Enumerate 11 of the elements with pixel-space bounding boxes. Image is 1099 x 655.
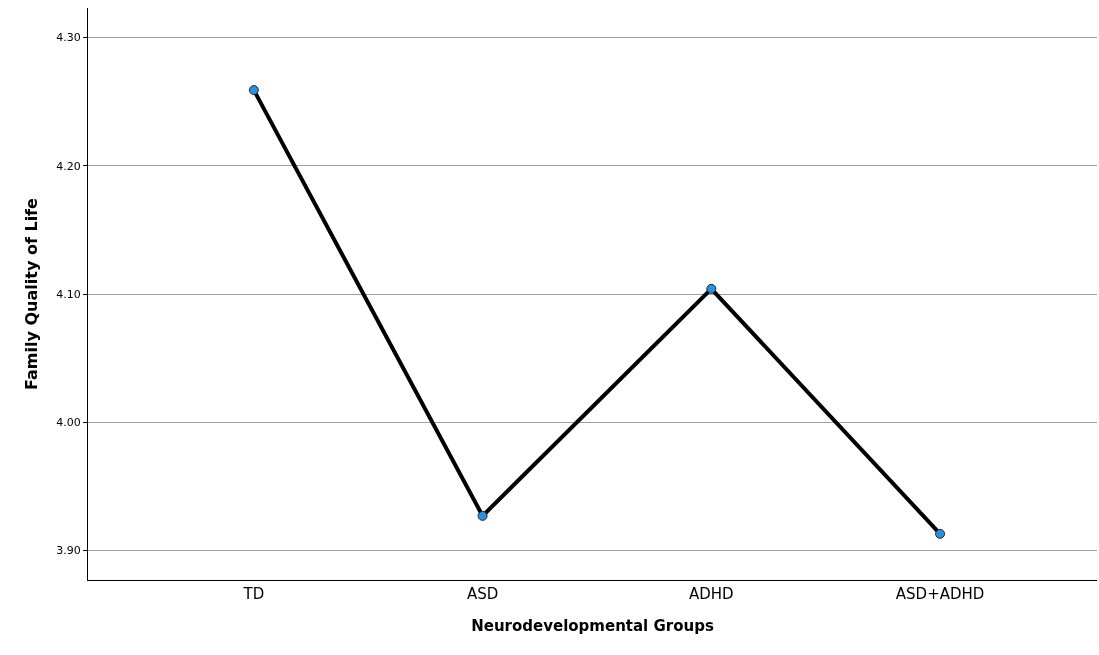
y-tick-label: 4.30 (56, 31, 81, 45)
x-tick-label: ASD+ADHD (895, 585, 985, 603)
y-tick-label: 4.10 (56, 287, 81, 301)
y-tick-label: 4.20 (56, 159, 81, 173)
x-tick-label: TD (242, 585, 265, 603)
x-axis-title: Neurodevelopmental Groups (471, 617, 714, 635)
y-tick-label: 3.90 (56, 544, 81, 558)
y-tick-label: 4.00 (56, 416, 81, 430)
x-tick-label: ASD (466, 585, 499, 603)
y-axis-title: Family Quality of Life (22, 197, 42, 390)
x-tick-label: ADHD (689, 585, 734, 603)
